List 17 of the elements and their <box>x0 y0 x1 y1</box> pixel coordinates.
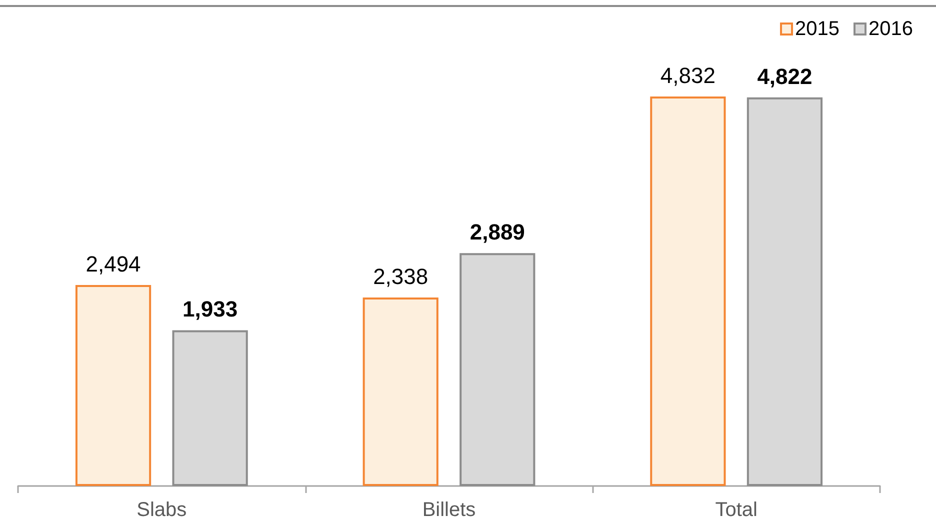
data-label: 1,933 <box>182 296 238 322</box>
bar <box>650 96 726 486</box>
data-label: 4,822 <box>757 64 812 89</box>
data-label: 2,494 <box>86 251 141 276</box>
bar <box>172 330 248 486</box>
bar <box>75 284 152 486</box>
legend-label: 2016 <box>868 18 914 40</box>
data-label: 2,338 <box>373 264 428 290</box>
bar <box>746 97 823 486</box>
data-label: 2,889 <box>470 220 525 245</box>
bar <box>460 253 536 486</box>
x-tick-label: Billets <box>422 499 476 521</box>
bar <box>362 298 438 486</box>
legend-label: 2015 <box>795 18 840 40</box>
data-label: 4,832 <box>660 63 716 88</box>
x-tick-label: Slabs <box>136 499 187 521</box>
x-tick-label: Total <box>715 499 758 521</box>
